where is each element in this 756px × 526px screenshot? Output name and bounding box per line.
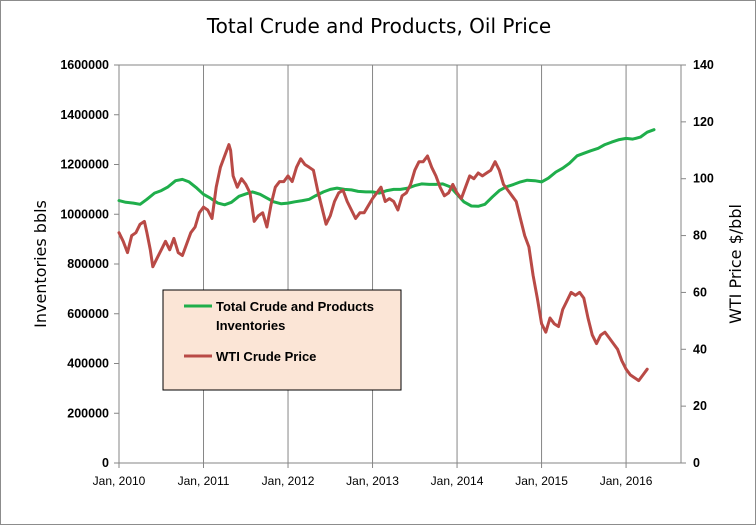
x-tick-label: Jan, 2011 (178, 474, 230, 488)
right-tick-label: 60 (693, 285, 707, 299)
left-axis-ticks: 0 200000 400000 600000 800000 1000000 1200000 1… (60, 58, 119, 470)
x-tick-label: Jan, 2012 (262, 474, 315, 488)
legend-label-inventories: Total Crude and Products Inventories (216, 299, 374, 333)
vertical-gridlines (203, 65, 627, 463)
chart-title: Total Crude and Products, Oil Price (206, 14, 551, 38)
x-tick-label: Jan, 2013 (346, 474, 399, 488)
right-tick-label: 80 (693, 229, 707, 243)
x-axis-ticks: Jan, 2010 Jan, 2011 Jan, 2012 Jan, 2013 Jan,… (93, 463, 653, 488)
left-tick-label: 800000 (67, 257, 109, 271)
right-axis-ticks: 0 20 40 60 80 100 120 140 (681, 58, 714, 470)
x-tick-label: Jan, 2010 (93, 474, 146, 488)
legend-label-line: Inventories (216, 318, 285, 333)
right-tick-label: 40 (693, 342, 707, 356)
right-tick-label: 120 (693, 115, 714, 129)
left-tick-label: 0 (102, 456, 109, 470)
left-tick-label: 400000 (67, 357, 109, 371)
legend-label-wti: WTI Crude Price (216, 349, 316, 364)
left-axis-label: Inventories bbls (31, 200, 50, 328)
right-tick-label: 140 (693, 58, 714, 72)
left-tick-label: 200000 (67, 406, 109, 420)
series-line-inventories (117, 128, 656, 208)
series-lines (117, 128, 656, 383)
left-tick-label: 1000000 (60, 207, 109, 221)
left-tick-label: 600000 (67, 307, 109, 321)
x-tick-label: Jan, 2014 (431, 474, 484, 488)
left-tick-label: 1400000 (60, 108, 109, 122)
right-tick-label: 20 (693, 399, 707, 413)
x-tick-label: Jan, 2016 (600, 474, 653, 488)
right-tick-label: 100 (693, 172, 714, 186)
series-line-wti (117, 143, 649, 383)
legend: Total Crude and Products Inventories WTI … (162, 289, 402, 391)
left-tick-label: 1600000 (60, 58, 109, 72)
right-tick-label: 0 (693, 456, 700, 470)
legend-label-line: WTI Crude Price (216, 349, 316, 364)
right-axis-label: WTI Price $/bbl (726, 204, 745, 324)
x-tick-label: Jan, 2015 (515, 474, 568, 488)
left-tick-label: 1200000 (60, 158, 109, 172)
legend-label-line: Total Crude and Products (216, 299, 374, 314)
plot-area (118, 64, 682, 464)
